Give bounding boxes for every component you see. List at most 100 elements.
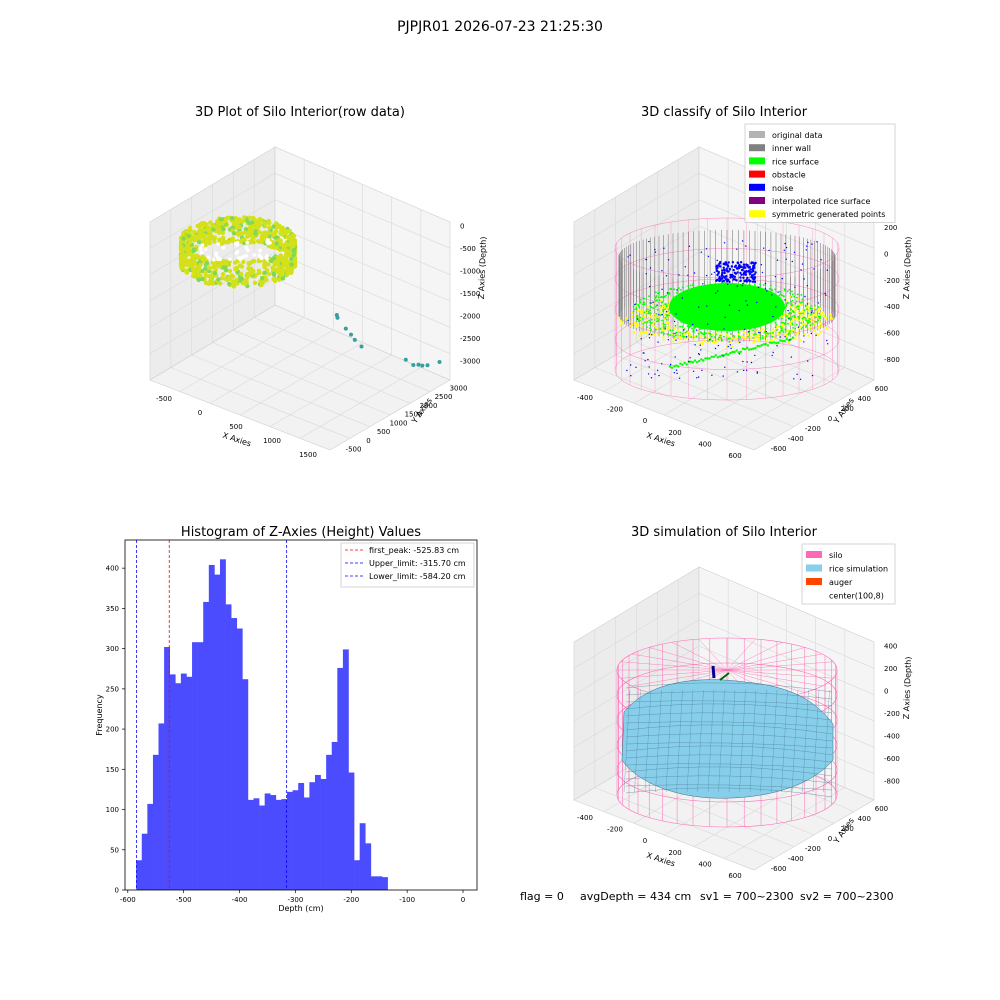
rice-surface-point xyxy=(731,299,734,301)
surface-grid-line xyxy=(625,724,833,735)
noise-point xyxy=(724,316,726,318)
symmetric-point xyxy=(667,312,670,315)
legend-frame xyxy=(744,123,896,223)
rice-surface-point xyxy=(681,332,684,335)
symmetric-point xyxy=(815,314,818,317)
rice-surface-point xyxy=(791,315,793,318)
rice-surface-point xyxy=(695,301,698,304)
rice-surface-point xyxy=(696,293,699,296)
rice-surface-point xyxy=(683,296,686,299)
legend-swatch xyxy=(749,144,765,152)
rice-surface-point xyxy=(733,283,736,285)
noise-point xyxy=(649,285,651,288)
rice-surface-point xyxy=(710,302,713,305)
noise-point xyxy=(722,266,725,269)
noise-point xyxy=(825,294,827,296)
noise-point xyxy=(722,355,724,357)
rice-surface-point xyxy=(683,319,685,322)
noise-point xyxy=(728,280,731,283)
noise-point xyxy=(772,351,774,354)
noise-point xyxy=(753,263,756,266)
symmetric-point xyxy=(637,324,640,327)
legend-swatch xyxy=(749,197,765,204)
ring-point xyxy=(280,225,285,231)
symmetric-point xyxy=(770,330,773,334)
symmetric-point xyxy=(638,334,641,337)
rice-surface-point xyxy=(705,308,708,311)
rice-surface-point xyxy=(722,309,725,312)
noise-point xyxy=(743,369,745,372)
rice-surface-point xyxy=(728,306,730,309)
footer-sv2: sv2 = 700~2300 xyxy=(800,890,894,903)
rice-surface-point xyxy=(720,303,723,305)
rice-surface-point xyxy=(791,309,794,312)
noise-point xyxy=(716,259,718,262)
ring-gap-point xyxy=(238,257,242,262)
rice-surface-point xyxy=(810,313,812,316)
noise-point xyxy=(726,278,729,281)
histogram-bar xyxy=(292,790,299,890)
noise-point xyxy=(752,269,755,273)
rice-surface-point xyxy=(791,299,794,302)
rice-surface-point xyxy=(762,299,765,302)
noise-point xyxy=(741,268,744,272)
rice-surface-point xyxy=(731,319,734,322)
rice-surface-point xyxy=(779,293,782,295)
rice-surface-point xyxy=(683,335,685,338)
rice-surface-point xyxy=(641,317,644,320)
z-tick-label: -2000 xyxy=(460,313,480,321)
ring-point xyxy=(231,231,237,236)
rice-surface-point xyxy=(720,315,723,317)
ring-point xyxy=(252,223,257,228)
y-tick-label: -400 xyxy=(788,435,804,443)
rice-surface-point xyxy=(754,326,757,329)
symmetric-point xyxy=(689,332,692,335)
outlier-point xyxy=(411,363,416,367)
surface-grid-line xyxy=(625,682,833,693)
rice-surface-point xyxy=(803,309,806,312)
rice-surface-point xyxy=(695,314,698,317)
rice-surface-point xyxy=(797,308,799,310)
rice-surface-point xyxy=(709,333,712,336)
rice-surface-point xyxy=(668,292,671,295)
rice-surface-point xyxy=(758,296,761,298)
rice-surface-point xyxy=(743,302,746,305)
rice-surface-point xyxy=(801,326,804,329)
ring-point xyxy=(266,225,272,230)
noise-point xyxy=(748,265,751,269)
symmetric-point xyxy=(640,332,643,335)
rice-surface-point xyxy=(669,288,672,291)
rice-surface-point xyxy=(711,300,714,303)
ring-point xyxy=(271,256,277,261)
ring-point xyxy=(197,266,202,272)
noise-point xyxy=(744,273,748,276)
noise-point xyxy=(753,262,755,264)
rice-surface-point xyxy=(662,323,665,325)
rice-surface-point xyxy=(716,283,719,286)
rice-surface-point xyxy=(781,313,784,316)
rice-surface-point xyxy=(749,327,752,330)
symmetric-point xyxy=(749,336,752,339)
noise-point xyxy=(797,326,800,328)
surface-grid-line xyxy=(791,689,799,793)
noise-point xyxy=(630,364,632,366)
ring-point xyxy=(186,233,191,238)
rice-surface-point xyxy=(727,324,729,326)
rice-surface-point xyxy=(696,318,699,321)
noise-point xyxy=(647,373,650,375)
rice-surface-point xyxy=(635,307,638,310)
symmetric-point xyxy=(618,316,621,319)
rice-surface-point xyxy=(797,316,800,318)
rice-surface-point xyxy=(770,304,773,307)
rice-surface-point xyxy=(758,345,761,348)
rice-surface-point xyxy=(744,288,746,291)
rice-surface-point xyxy=(682,322,685,324)
noise-point xyxy=(766,290,768,292)
rice-surface-point xyxy=(709,300,712,303)
surface-grid-line xyxy=(625,766,833,777)
rice-surface-point xyxy=(760,313,763,316)
rice-surface-point xyxy=(721,339,723,342)
symmetric-point xyxy=(817,326,820,329)
rice-surface-point xyxy=(643,297,646,300)
rice-surface-point xyxy=(722,298,724,300)
